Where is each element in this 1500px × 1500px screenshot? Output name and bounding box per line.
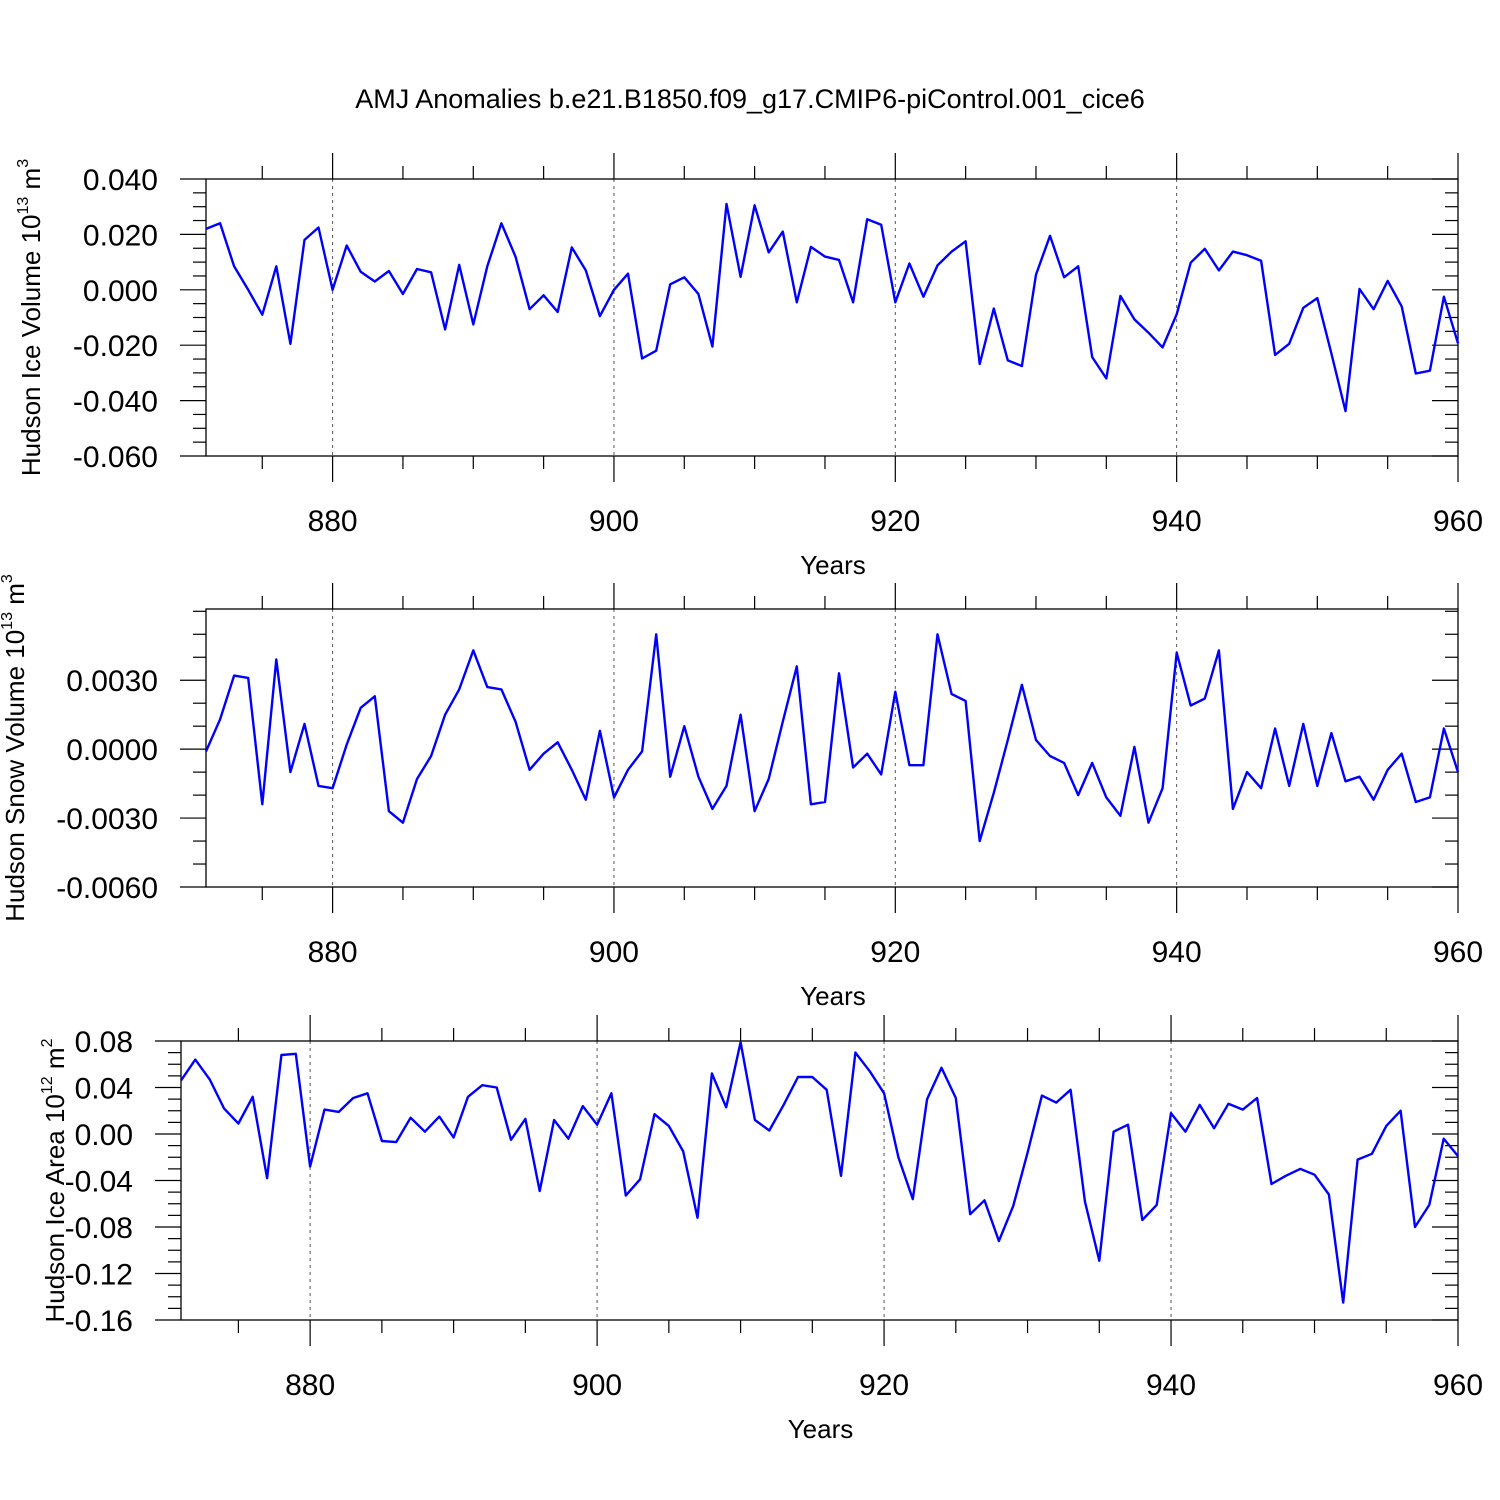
- chart-panel-1: 880 900 920 940 960 0.040 0.020 0.000 -0.020 -0.0…: [15, 153, 1483, 580]
- x-axis-label: Years: [788, 1414, 854, 1444]
- series-line: [180, 1040, 1459, 1304]
- plot-frame: [180, 1040, 1459, 1321]
- y-tick-label: -0.020: [73, 330, 158, 363]
- chart-panel-3: 880 900 920 940 960 0.08 0.04 0.00 -0.04 -0.08 -0.…: [39, 1015, 1483, 1444]
- y-axis-label: Hudson Snow Volume 1013 m3: [0, 574, 30, 922]
- chart-title: AMJ Anomalies b.e21.B1850.f09_g17.CMIP6-…: [355, 84, 1144, 114]
- plot-frame: [205, 178, 1459, 457]
- x-tick-label: 880: [285, 1369, 335, 1402]
- y-tick-label: 0.00: [75, 1119, 133, 1152]
- x-tick-label: 880: [308, 936, 358, 969]
- y-tick-label: 0.0000: [66, 734, 158, 767]
- y-tick-label: -0.12: [65, 1259, 133, 1292]
- x-tick-label: 920: [859, 1369, 909, 1402]
- x-axis-label: Years: [800, 981, 866, 1011]
- y-axis-label: Hudson Ice Volume 1013 m3: [15, 159, 46, 476]
- chart-panel-2: 880 900 920 940 960 0.0030 0.0000 -0.0030 -0.006…: [0, 574, 1483, 1011]
- y-tick-label: -0.04: [65, 1166, 133, 1199]
- y-tick-label: -0.0030: [56, 803, 158, 836]
- y-tick-label: -0.08: [65, 1212, 133, 1245]
- x-tick-label: 900: [572, 1369, 622, 1402]
- y-tick-label: -0.040: [73, 386, 158, 419]
- x-axis-label: Years: [800, 550, 866, 580]
- y-tick-label: 0.000: [83, 275, 158, 308]
- y-tick-label: -0.16: [65, 1305, 133, 1338]
- y-tick-label: -0.0060: [56, 872, 158, 905]
- y-tick-label: 0.040: [83, 164, 158, 197]
- y-axis-label: Hudson Ice Area 1012 m2: [39, 1038, 70, 1322]
- y-tick-label: 0.0030: [66, 665, 158, 698]
- y-tick-label: 0.08: [75, 1026, 133, 1059]
- plot-frame: [205, 608, 1459, 888]
- x-tick-label: 940: [1146, 1369, 1196, 1402]
- series-line: [205, 202, 1460, 413]
- x-tick-label: 960: [1433, 936, 1483, 969]
- series-line: [204, 633, 1460, 843]
- x-tick-label: 920: [870, 936, 920, 969]
- x-tick-label: 900: [589, 936, 639, 969]
- y-tick-label: -0.060: [73, 441, 158, 474]
- x-tick-label: 900: [589, 505, 639, 538]
- y-tick-label: 0.020: [83, 219, 158, 252]
- x-tick-label: 880: [308, 505, 358, 538]
- x-tick-label: 940: [1152, 936, 1202, 969]
- x-tick-label: 920: [870, 505, 920, 538]
- x-tick-label: 960: [1433, 1369, 1483, 1402]
- y-tick-label: 0.04: [75, 1073, 133, 1106]
- x-tick-label: 960: [1433, 505, 1483, 538]
- chart-panels: 880 900 920 940 960 0.040 0.020 0.000 -0.020 -0.0…: [0, 153, 1483, 1444]
- x-tick-label: 940: [1152, 505, 1202, 538]
